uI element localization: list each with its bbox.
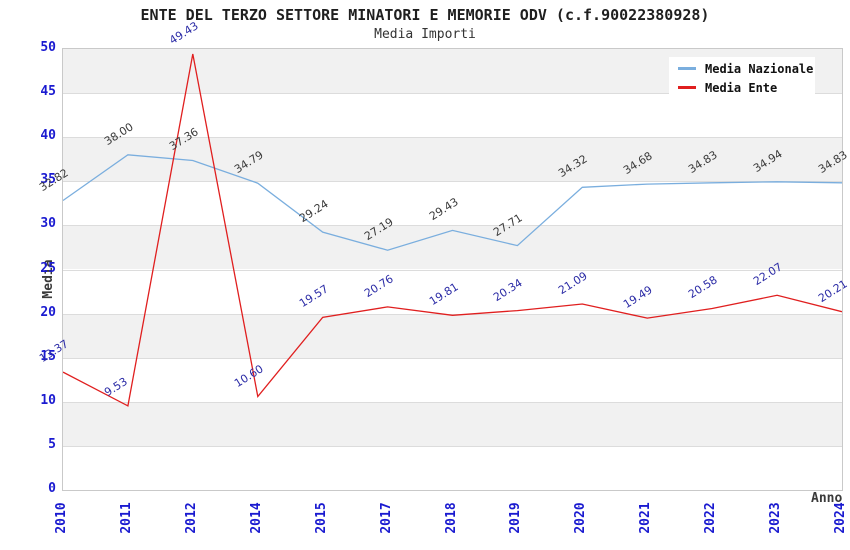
media-nazionale-line-swatch [678,67,696,70]
x-tick-label: 2015 [313,502,329,534]
plot-band [63,401,842,446]
chart-title: ENTE DEL TERZO SETTORE MINATORI E MEMORI… [140,6,710,24]
media-ente-line [63,53,842,407]
y-tick-label: 0 [48,481,56,496]
y-tick-label: 40 [40,128,56,144]
gridline [63,225,842,227]
media-ente-line-swatch [678,86,696,89]
y-tick-label: 25 [40,260,56,276]
x-tick-label: 2017 [378,502,394,534]
y-tick-label: 35 [40,172,56,188]
x-tick-label: 2010 [54,502,69,534]
y-tick-label: 5 [48,436,56,452]
x-tick-label: 2012 [183,502,199,534]
plot-area [62,48,843,491]
x-tick-label: 2011 [118,502,134,534]
gridline [63,401,842,403]
plot-band [63,225,842,270]
gridline [63,93,842,95]
x-axis-label: Anno [811,491,843,506]
plot-band [63,313,842,358]
legend-label-media-nazionale: Media Nazionale [705,61,814,76]
y-tick-label: 50 [40,40,56,55]
legend: Media Nazionale Media Ente [669,57,815,101]
y-tick-label: 15 [40,348,56,364]
gridline [63,137,842,139]
gridline [63,445,842,447]
gridline [63,181,842,183]
x-tick-label: 2018 [443,502,459,534]
x-tick-label: 2023 [768,502,784,534]
x-tick-label: 2024 [833,502,848,534]
gridline [63,313,842,315]
x-tick-label: 2022 [703,502,719,534]
y-tick-label: 45 [40,84,56,100]
y-tick-label: 20 [40,304,56,320]
plot-band [63,137,842,182]
x-tick-label: 2019 [508,502,524,534]
chart-subtitle: Media Importi [374,27,476,42]
x-tick-label: 2020 [573,502,589,534]
media-nazionale-line [63,154,842,251]
y-tick-label: 10 [40,392,56,408]
x-tick-label: 2014 [248,502,264,534]
line-series-canvas [63,53,842,407]
legend-item-media-ente: Media Ente [669,78,815,97]
x-tick-label: 2021 [638,502,654,534]
y-tick-label: 30 [40,216,56,232]
legend-item-media-nazionale: Media Nazionale [669,59,815,78]
legend-label-media-ente: Media Ente [705,80,778,95]
gridline [63,357,842,359]
gridline [63,269,842,271]
